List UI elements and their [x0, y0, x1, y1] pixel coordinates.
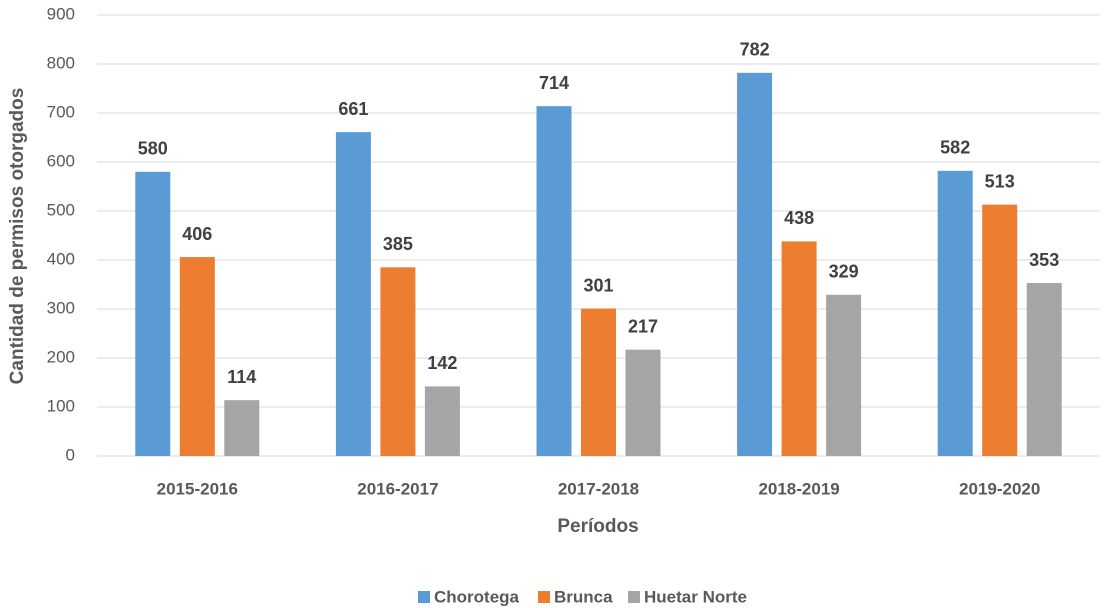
- data-label: 438: [784, 208, 814, 228]
- bar: [135, 171, 171, 457]
- data-label: 714: [539, 73, 569, 93]
- x-tick-label: 2015-2016: [157, 479, 238, 498]
- legend-label: Brunca: [554, 587, 613, 606]
- bar: [179, 257, 215, 456]
- y-tick-label: 900: [47, 4, 75, 23]
- legend-label: Huetar Norte: [644, 587, 747, 606]
- bar: [625, 349, 661, 456]
- x-axis-title: Períodos: [557, 516, 638, 537]
- bar: [781, 241, 817, 456]
- bar: [335, 132, 371, 457]
- legend-label: Chorotega: [434, 587, 520, 606]
- data-label: 217: [628, 316, 658, 336]
- y-tick-label: 400: [47, 249, 75, 268]
- y-tick-label: 200: [47, 347, 75, 366]
- data-label: 142: [427, 353, 457, 373]
- x-tick-label: 2018-2019: [758, 479, 839, 498]
- y-tick-label: 0: [66, 445, 75, 464]
- y-tick-label: 800: [47, 53, 75, 72]
- x-tick-label: 2017-2018: [558, 479, 639, 498]
- data-label: 513: [985, 171, 1015, 191]
- y-tick-label: 500: [47, 200, 75, 219]
- data-label: 301: [583, 275, 613, 295]
- y-tick-label: 300: [47, 298, 75, 317]
- data-label: 353: [1029, 250, 1059, 270]
- bar: [581, 308, 616, 456]
- bar: [424, 386, 460, 456]
- y-axis-title: Cantidad de permisos otorgados: [7, 88, 28, 385]
- x-tick-label: 2019-2020: [959, 479, 1040, 498]
- data-label: 385: [383, 234, 413, 254]
- legend-swatch: [418, 591, 430, 603]
- x-tick-label: 2016-2017: [357, 479, 438, 498]
- data-label: 782: [740, 40, 770, 60]
- data-label: 580: [138, 139, 168, 159]
- y-tick-label: 600: [47, 151, 75, 170]
- bar: [826, 294, 862, 456]
- data-label: 329: [829, 262, 859, 282]
- bar: [982, 204, 1018, 456]
- data-label: 661: [338, 99, 368, 119]
- data-label: 406: [182, 224, 212, 244]
- data-label: 582: [940, 138, 970, 158]
- bar: [1026, 283, 1062, 456]
- legend-swatch: [538, 591, 550, 603]
- y-tick-label: 100: [47, 396, 75, 415]
- bar: [380, 267, 416, 456]
- data-label: 114: [227, 367, 256, 387]
- y-tick-label: 700: [47, 102, 75, 121]
- bar: [536, 106, 572, 456]
- legend-swatch: [628, 591, 640, 603]
- bar: [224, 400, 260, 456]
- bar: [937, 170, 973, 456]
- bar: [737, 72, 773, 456]
